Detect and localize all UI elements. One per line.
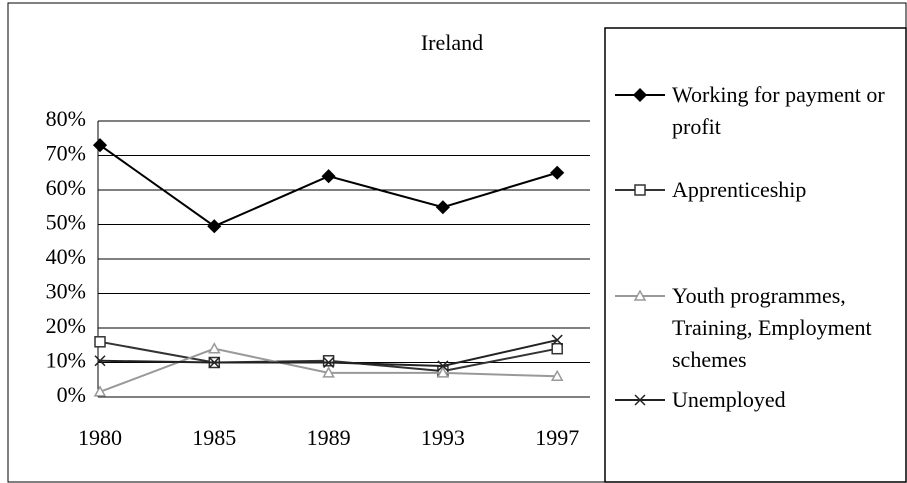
- marker: [208, 356, 220, 369]
- marker: [94, 336, 106, 348]
- legend-box: [604, 27, 907, 483]
- marker: [551, 342, 563, 355]
- y-tick-label: 10%: [46, 348, 86, 373]
- marker: [634, 184, 646, 196]
- marker: [93, 385, 107, 397]
- x-tick-label: 1980: [78, 425, 122, 450]
- y-tick-label: 20%: [46, 313, 86, 338]
- legend-label: Apprenticeship: [672, 177, 807, 202]
- marker: [92, 138, 108, 153]
- series-line: [99, 144, 558, 228]
- x-tick-label: 1993: [421, 425, 465, 450]
- marker: [323, 356, 335, 369]
- marker: [435, 200, 450, 215]
- marker: [551, 334, 563, 346]
- marker: [207, 219, 222, 234]
- x-tick-label: 1985: [192, 425, 236, 450]
- y-tick-label: 30%: [46, 279, 86, 304]
- chart-title: Ireland: [421, 30, 483, 55]
- marker: [634, 394, 646, 406]
- legend-label: Unemployed: [672, 387, 786, 412]
- marker: [633, 289, 647, 301]
- marker: [94, 355, 106, 367]
- y-tick-label: 60%: [46, 175, 86, 200]
- marker: [322, 355, 335, 367]
- y-tick-label: 40%: [46, 244, 86, 269]
- marker: [550, 369, 564, 382]
- marker: [436, 366, 450, 378]
- marker: [322, 366, 335, 378]
- legend-label: Youth programmes, Training, Employment s…: [672, 283, 872, 372]
- y-tick-label: 0%: [57, 382, 86, 407]
- marker: [632, 87, 648, 103]
- y-tick-label: 70%: [46, 141, 86, 166]
- x-tick-label: 1997: [535, 425, 579, 450]
- marker: [321, 169, 336, 184]
- legend-label: Working for payment or profit: [672, 82, 885, 139]
- y-tick-label: 80%: [46, 106, 86, 131]
- marker: [208, 342, 221, 354]
- y-tick-label: 50%: [46, 210, 86, 235]
- x-tick-label: 1989: [307, 425, 351, 450]
- marker: [550, 165, 565, 180]
- marker: [437, 360, 449, 372]
